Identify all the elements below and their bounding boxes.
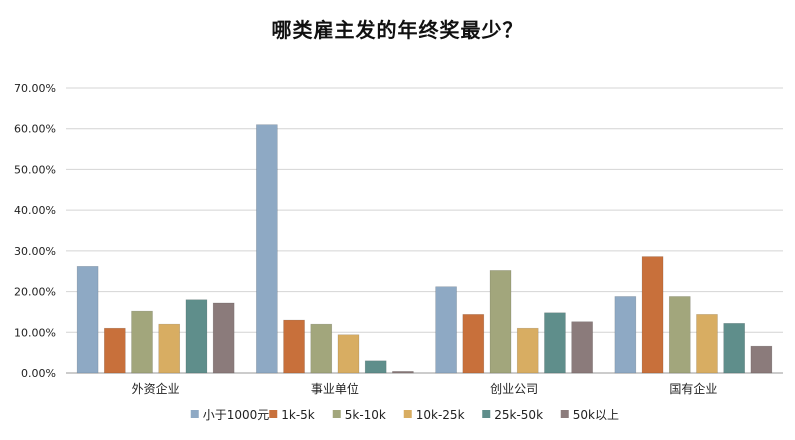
- x-category-label: 外资企业: [132, 381, 180, 396]
- x-category-label: 创业公司: [490, 382, 538, 396]
- bar: [185, 299, 208, 374]
- bar: [723, 323, 745, 374]
- legend-label: 50k以上: [573, 408, 619, 422]
- legend-swatch: [403, 410, 412, 418]
- legend-label: 25k-50k: [494, 408, 543, 422]
- y-tick-label: 60.00%: [14, 123, 56, 136]
- bar: [696, 314, 718, 374]
- y-tick-label: 70.00%: [14, 82, 56, 95]
- bar: [104, 327, 126, 374]
- bar: [337, 334, 360, 374]
- bar: [310, 323, 333, 374]
- y-tick-label: 10.00%: [14, 326, 56, 339]
- bar: [76, 266, 99, 374]
- bar: [544, 312, 566, 374]
- bar: [641, 256, 664, 374]
- y-tick-label: 40.00%: [14, 204, 56, 217]
- x-category-label: 事业单位: [311, 381, 359, 396]
- chart-title: 哪类雇主发的年终奖最少？: [271, 18, 524, 42]
- y-tick-label: 30.00%: [14, 245, 56, 258]
- legend-swatch: [269, 410, 278, 418]
- bar: [283, 319, 305, 374]
- legend-label: 小于1000元: [203, 408, 270, 422]
- bar: [489, 270, 512, 374]
- legend-label: 1k-5k: [281, 408, 315, 422]
- bar: [158, 323, 181, 374]
- bar: [668, 296, 691, 374]
- bar: [392, 371, 414, 374]
- bar: [131, 310, 153, 374]
- bar: [212, 302, 235, 374]
- legend-swatch: [190, 410, 199, 418]
- x-category-label: 国有企业: [669, 381, 717, 396]
- legend-label: 5k-10k: [345, 408, 386, 422]
- bar: [462, 314, 485, 374]
- legend-swatch: [482, 410, 491, 418]
- y-tick-label: 20.00%: [14, 286, 56, 299]
- bar: [364, 360, 387, 374]
- legend-swatch: [560, 410, 569, 418]
- bar: [435, 286, 457, 374]
- bar: [256, 124, 278, 374]
- bar: [614, 296, 637, 374]
- legend-label: 10k-25k: [416, 408, 465, 422]
- bar: [750, 345, 773, 374]
- bar: [516, 327, 539, 374]
- bar: [571, 321, 593, 374]
- y-tick-label: 50.00%: [14, 163, 56, 176]
- y-tick-label: 0.00%: [21, 367, 56, 380]
- legend-swatch: [332, 410, 341, 418]
